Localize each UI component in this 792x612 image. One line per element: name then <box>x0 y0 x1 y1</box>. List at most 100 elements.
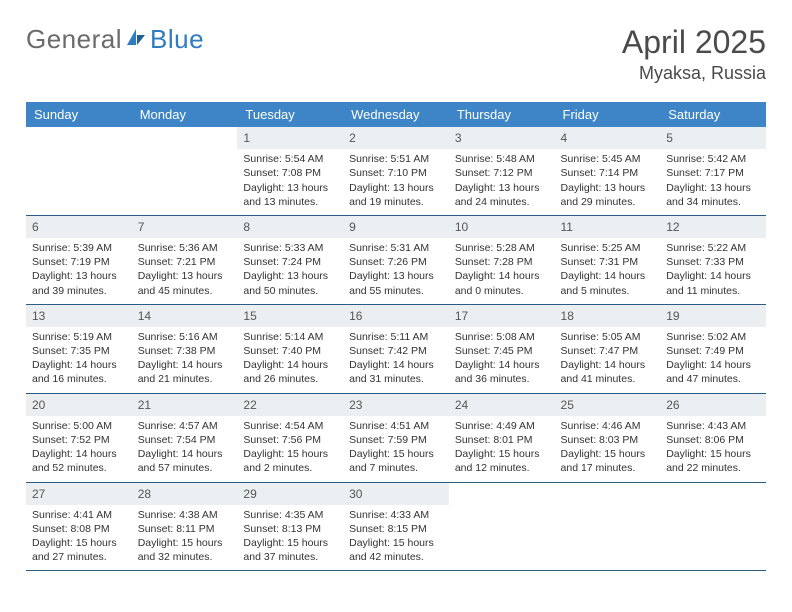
calendar-cell <box>132 127 238 215</box>
sunset-line: Sunset: 8:15 PM <box>349 522 443 536</box>
sunrise-line: Sunrise: 5:48 AM <box>455 152 549 166</box>
sunset-line: Sunset: 7:56 PM <box>243 433 337 447</box>
daylight-line: Daylight: 13 hours and 55 minutes. <box>349 269 443 297</box>
sunrise-line: Sunrise: 4:41 AM <box>32 508 126 522</box>
sunset-line: Sunset: 7:26 PM <box>349 255 443 269</box>
daylight-line: Daylight: 13 hours and 13 minutes. <box>243 181 337 209</box>
month-title: April 2025 <box>622 24 766 61</box>
day-number: 18 <box>555 305 661 327</box>
daylight-line: Daylight: 14 hours and 57 minutes. <box>138 447 232 475</box>
day-number: 25 <box>555 394 661 416</box>
sunset-line: Sunset: 7:31 PM <box>561 255 655 269</box>
sunset-line: Sunset: 7:59 PM <box>349 433 443 447</box>
day-body: Sunrise: 5:42 AMSunset: 7:17 PMDaylight:… <box>660 149 766 215</box>
day-number: 9 <box>343 216 449 238</box>
day-body: Sunrise: 5:25 AMSunset: 7:31 PMDaylight:… <box>555 238 661 304</box>
day-number: 26 <box>660 394 766 416</box>
daylight-line: Daylight: 15 hours and 22 minutes. <box>666 447 760 475</box>
sunset-line: Sunset: 7:17 PM <box>666 166 760 180</box>
calendar-cell: 3Sunrise: 5:48 AMSunset: 7:12 PMDaylight… <box>449 127 555 215</box>
day-body: Sunrise: 4:46 AMSunset: 8:03 PMDaylight:… <box>555 416 661 482</box>
logo-sail-icon <box>125 27 147 52</box>
calendar-table: SundayMondayTuesdayWednesdayThursdayFrid… <box>26 102 766 571</box>
day-number: 16 <box>343 305 449 327</box>
sunrise-line: Sunrise: 5:54 AM <box>243 152 337 166</box>
sunrise-line: Sunrise: 5:08 AM <box>455 330 549 344</box>
day-number: 6 <box>26 216 132 238</box>
daylight-line: Daylight: 15 hours and 27 minutes. <box>32 536 126 564</box>
sunrise-line: Sunrise: 4:49 AM <box>455 419 549 433</box>
calendar-cell: 4Sunrise: 5:45 AMSunset: 7:14 PMDaylight… <box>555 127 661 215</box>
day-body: Sunrise: 5:16 AMSunset: 7:38 PMDaylight:… <box>132 327 238 393</box>
daylight-line: Daylight: 14 hours and 16 minutes. <box>32 358 126 386</box>
day-number: 20 <box>26 394 132 416</box>
sunrise-line: Sunrise: 5:51 AM <box>349 152 443 166</box>
sunrise-line: Sunrise: 5:45 AM <box>561 152 655 166</box>
sunrise-line: Sunrise: 4:38 AM <box>138 508 232 522</box>
daylight-line: Daylight: 14 hours and 52 minutes. <box>32 447 126 475</box>
day-body: Sunrise: 4:49 AMSunset: 8:01 PMDaylight:… <box>449 416 555 482</box>
calendar-week-row: 20Sunrise: 5:00 AMSunset: 7:52 PMDayligh… <box>26 393 766 482</box>
calendar-cell: 16Sunrise: 5:11 AMSunset: 7:42 PMDayligh… <box>343 304 449 393</box>
calendar-week-row: 13Sunrise: 5:19 AMSunset: 7:35 PMDayligh… <box>26 304 766 393</box>
day-number: 1 <box>237 127 343 149</box>
calendar-cell: 15Sunrise: 5:14 AMSunset: 7:40 PMDayligh… <box>237 304 343 393</box>
day-body: Sunrise: 5:02 AMSunset: 7:49 PMDaylight:… <box>660 327 766 393</box>
day-body: Sunrise: 5:11 AMSunset: 7:42 PMDaylight:… <box>343 327 449 393</box>
day-number: 24 <box>449 394 555 416</box>
day-body: Sunrise: 5:39 AMSunset: 7:19 PMDaylight:… <box>26 238 132 304</box>
sunrise-line: Sunrise: 5:19 AM <box>32 330 126 344</box>
sunset-line: Sunset: 8:06 PM <box>666 433 760 447</box>
calendar-cell: 29Sunrise: 4:35 AMSunset: 8:13 PMDayligh… <box>237 482 343 571</box>
daylight-line: Daylight: 14 hours and 41 minutes. <box>561 358 655 386</box>
sunset-line: Sunset: 7:24 PM <box>243 255 337 269</box>
daylight-line: Daylight: 15 hours and 2 minutes. <box>243 447 337 475</box>
logo-text-2: Blue <box>150 24 204 55</box>
sunrise-line: Sunrise: 5:00 AM <box>32 419 126 433</box>
day-number: 13 <box>26 305 132 327</box>
day-body: Sunrise: 5:00 AMSunset: 7:52 PMDaylight:… <box>26 416 132 482</box>
calendar-cell: 23Sunrise: 4:51 AMSunset: 7:59 PMDayligh… <box>343 393 449 482</box>
calendar-week-row: 1Sunrise: 5:54 AMSunset: 7:08 PMDaylight… <box>26 127 766 215</box>
sunrise-line: Sunrise: 5:31 AM <box>349 241 443 255</box>
logo-text-1: General <box>26 24 122 55</box>
sunset-line: Sunset: 8:01 PM <box>455 433 549 447</box>
calendar-week-row: 27Sunrise: 4:41 AMSunset: 8:08 PMDayligh… <box>26 482 766 571</box>
sunset-line: Sunset: 7:21 PM <box>138 255 232 269</box>
day-number: 5 <box>660 127 766 149</box>
sunset-line: Sunset: 7:33 PM <box>666 255 760 269</box>
calendar-cell: 6Sunrise: 5:39 AMSunset: 7:19 PMDaylight… <box>26 215 132 304</box>
sunset-line: Sunset: 7:14 PM <box>561 166 655 180</box>
sunrise-line: Sunrise: 4:54 AM <box>243 419 337 433</box>
day-number: 10 <box>449 216 555 238</box>
day-number: 22 <box>237 394 343 416</box>
day-number: 3 <box>449 127 555 149</box>
sunrise-line: Sunrise: 5:33 AM <box>243 241 337 255</box>
day-number: 11 <box>555 216 661 238</box>
day-body: Sunrise: 4:35 AMSunset: 8:13 PMDaylight:… <box>237 505 343 571</box>
day-body: Sunrise: 5:36 AMSunset: 7:21 PMDaylight:… <box>132 238 238 304</box>
sunset-line: Sunset: 7:12 PM <box>455 166 549 180</box>
day-body: Sunrise: 5:54 AMSunset: 7:08 PMDaylight:… <box>237 149 343 215</box>
day-body: Sunrise: 4:43 AMSunset: 8:06 PMDaylight:… <box>660 416 766 482</box>
calendar-cell: 30Sunrise: 4:33 AMSunset: 8:15 PMDayligh… <box>343 482 449 571</box>
daylight-line: Daylight: 13 hours and 50 minutes. <box>243 269 337 297</box>
day-body: Sunrise: 4:54 AMSunset: 7:56 PMDaylight:… <box>237 416 343 482</box>
sunrise-line: Sunrise: 5:16 AM <box>138 330 232 344</box>
calendar-cell: 21Sunrise: 4:57 AMSunset: 7:54 PMDayligh… <box>132 393 238 482</box>
day-body: Sunrise: 4:33 AMSunset: 8:15 PMDaylight:… <box>343 505 449 571</box>
logo: General Blue <box>26 24 204 55</box>
sunset-line: Sunset: 7:35 PM <box>32 344 126 358</box>
day-number: 7 <box>132 216 238 238</box>
daylight-line: Daylight: 14 hours and 31 minutes. <box>349 358 443 386</box>
sunset-line: Sunset: 7:49 PM <box>666 344 760 358</box>
sunrise-line: Sunrise: 5:02 AM <box>666 330 760 344</box>
sunrise-line: Sunrise: 4:57 AM <box>138 419 232 433</box>
sunrise-line: Sunrise: 5:25 AM <box>561 241 655 255</box>
calendar-cell: 7Sunrise: 5:36 AMSunset: 7:21 PMDaylight… <box>132 215 238 304</box>
daylight-line: Daylight: 15 hours and 12 minutes. <box>455 447 549 475</box>
day-number: 19 <box>660 305 766 327</box>
sunrise-line: Sunrise: 5:05 AM <box>561 330 655 344</box>
day-body: Sunrise: 5:51 AMSunset: 7:10 PMDaylight:… <box>343 149 449 215</box>
day-number: 8 <box>237 216 343 238</box>
